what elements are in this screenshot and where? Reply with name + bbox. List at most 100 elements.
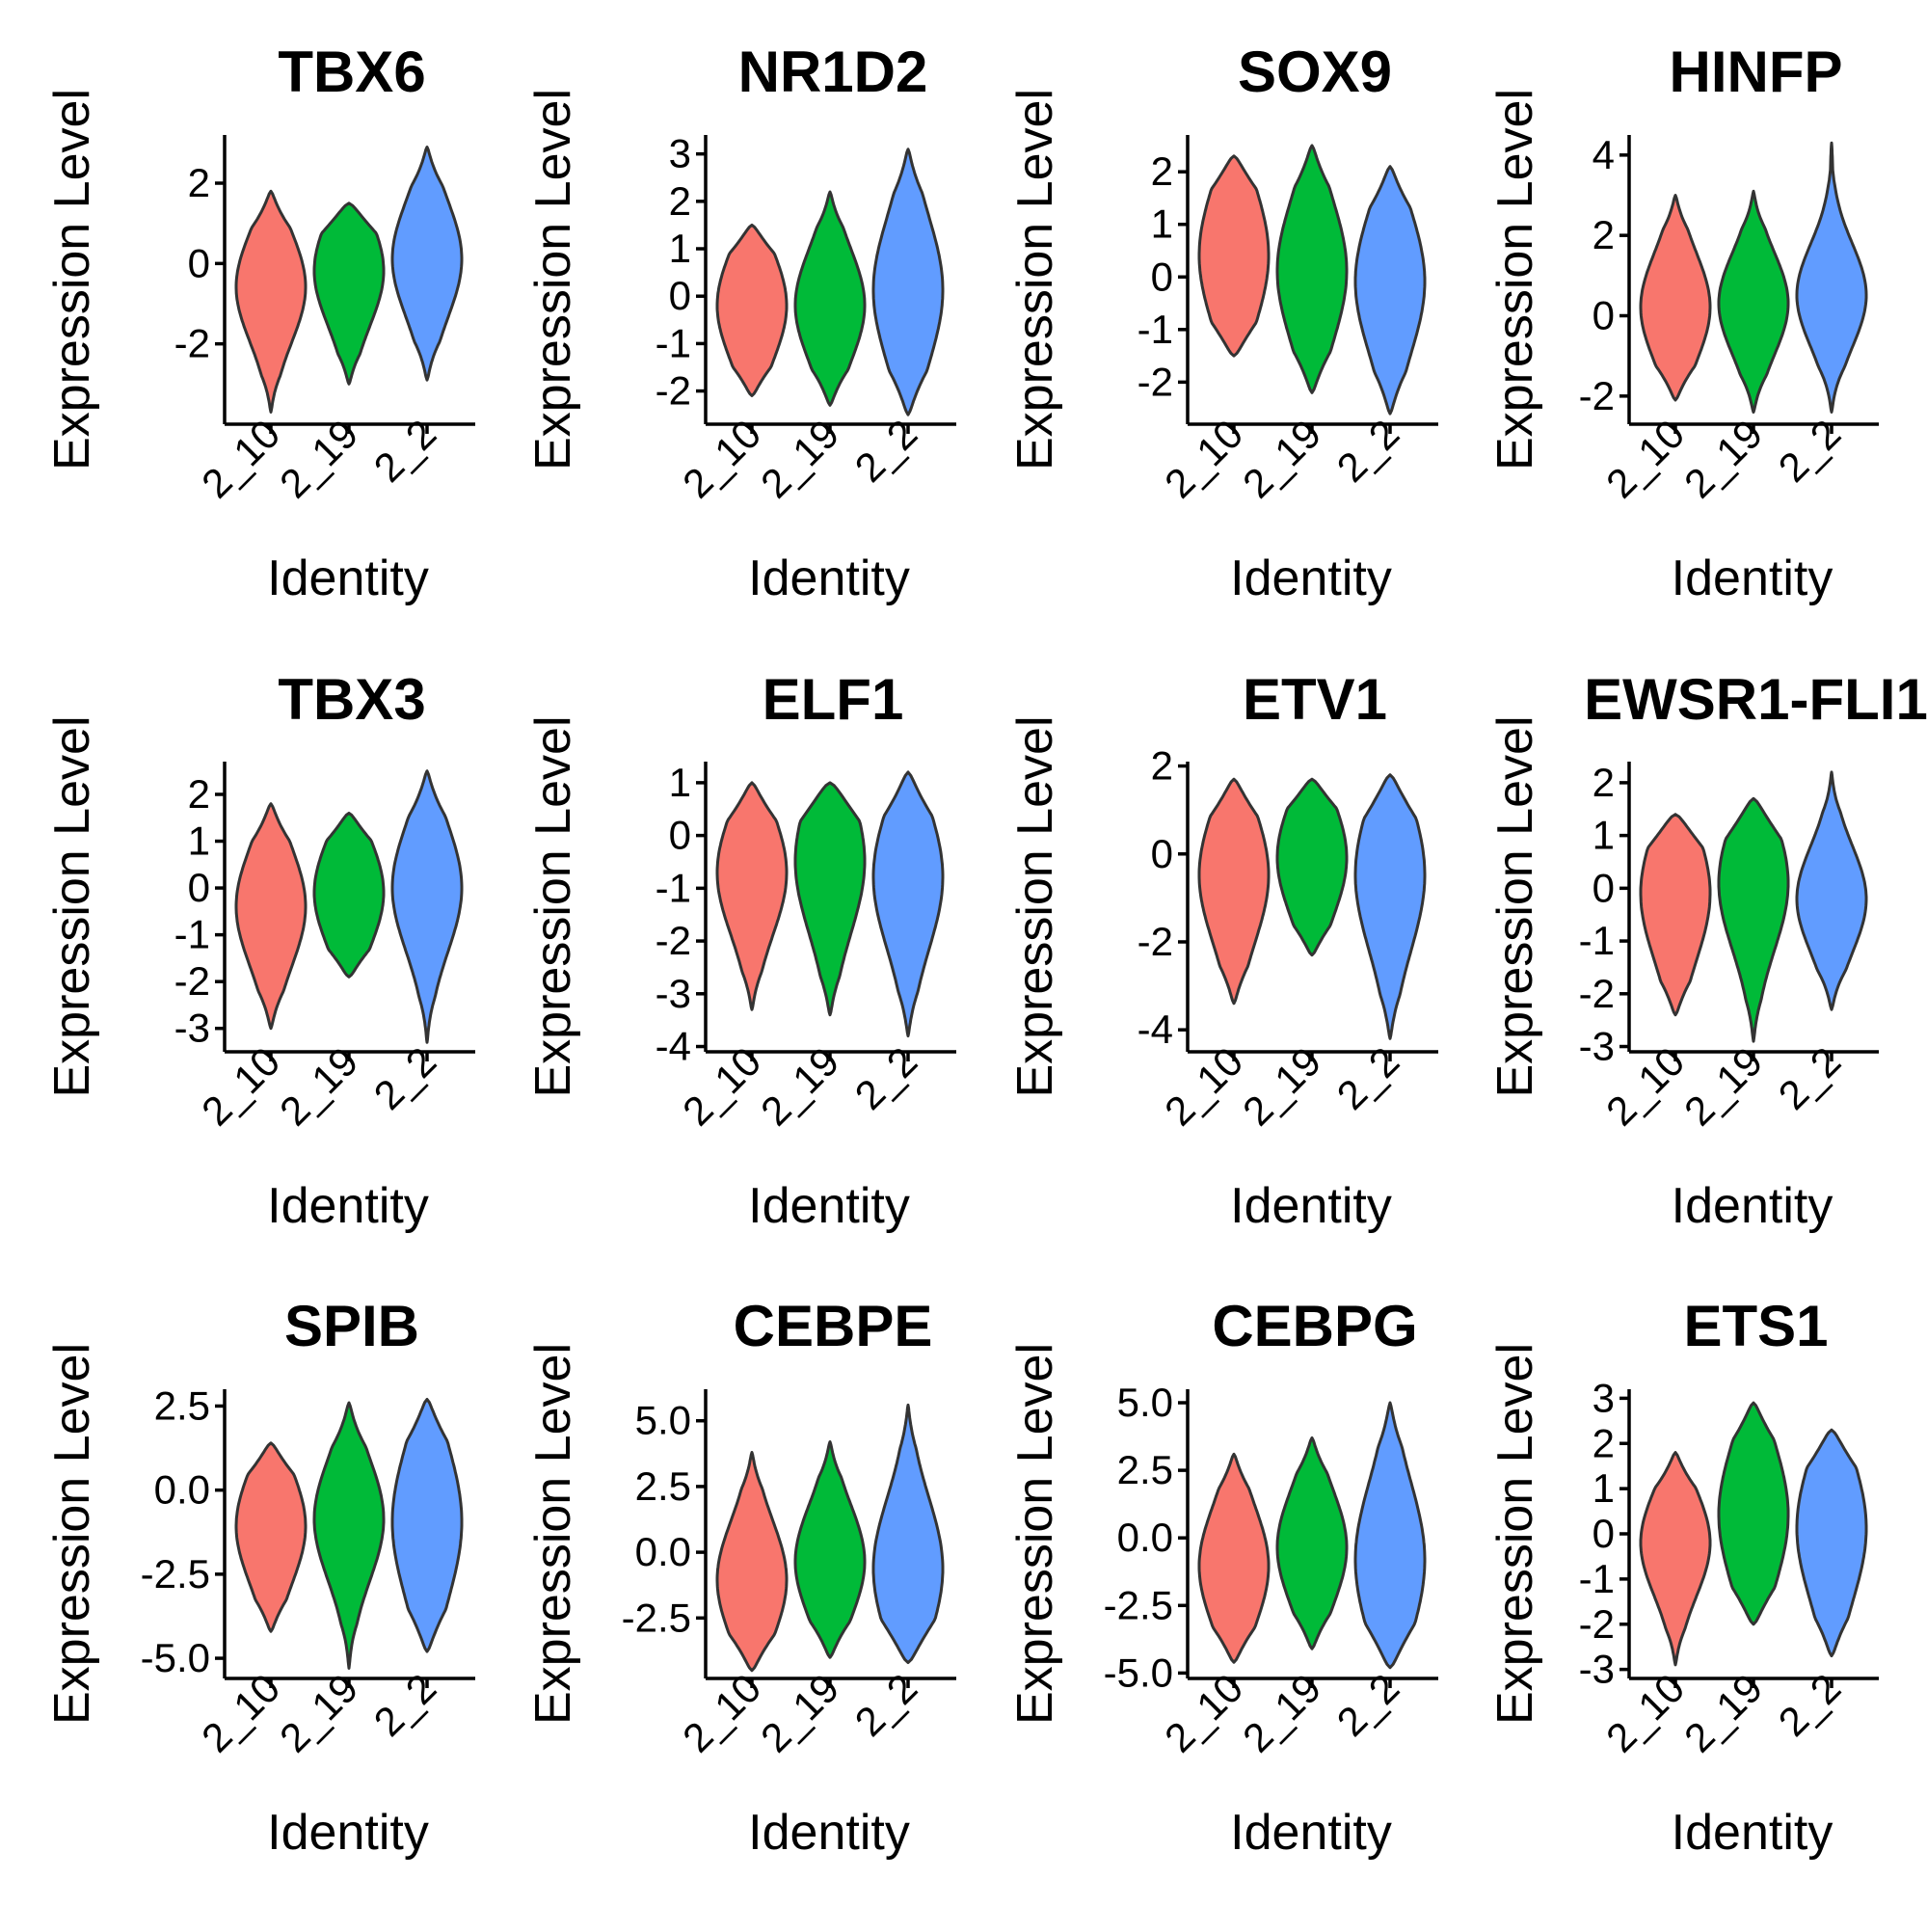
y-tick-label: 0.0 [635, 1529, 691, 1574]
y-tick-label: -1 [1579, 1556, 1615, 1601]
violin-2-2 [1353, 165, 1427, 416]
y-axis-title: Expression Level [1007, 89, 1063, 470]
violin-2-2 [390, 146, 464, 382]
violin-2-2 [1353, 1401, 1427, 1670]
y-tick-label: 2 [188, 771, 210, 817]
y-tick-label: 2 [1592, 212, 1615, 257]
x-axis-title: Identity [1230, 1805, 1392, 1861]
violin-2-19 [793, 1440, 867, 1659]
panel-title: HINFP [1670, 40, 1843, 104]
y-tick-label: -3 [1579, 1024, 1615, 1069]
y-tick-label: 0 [1151, 254, 1173, 299]
x-axis-title: Identity [1672, 550, 1833, 606]
y-axis-title: Expression Level [1007, 716, 1063, 1098]
y-tick-label: -1 [656, 320, 691, 365]
y-tick-label: 0 [188, 240, 210, 285]
y-tick-label: -5.0 [1104, 1650, 1173, 1695]
violin-2-2 [390, 1398, 464, 1653]
panel-title: CEBPE [734, 1294, 933, 1358]
x-axis-title: Identity [267, 550, 429, 606]
y-tick-label: 2 [1592, 760, 1615, 805]
violin-2-2 [1795, 1428, 1868, 1658]
y-axis-title: Expression Level [525, 1343, 581, 1725]
panel-title: NR1D2 [738, 40, 928, 104]
y-tick-label: 2 [669, 178, 691, 224]
y-tick-label: 5.0 [635, 1398, 691, 1443]
y-tick-label: -2.5 [141, 1551, 210, 1597]
y-tick-label: 1 [1592, 813, 1615, 858]
x-axis-title: Identity [748, 1805, 910, 1861]
y-tick-label: 4 [1592, 132, 1615, 177]
y-tick-label: -1 [656, 865, 691, 910]
y-tick-label: 1 [1592, 1465, 1615, 1511]
y-tick-label: -1 [174, 912, 210, 957]
violin-2-2 [871, 1403, 945, 1665]
violin-2-2 [1795, 141, 1868, 414]
y-tick-label: -2 [1579, 1601, 1615, 1647]
y-tick-label: 1 [669, 760, 691, 805]
y-tick-label: -2 [1579, 971, 1615, 1016]
y-tick-label: -2 [174, 958, 210, 1004]
x-axis-title: Identity [1672, 1805, 1833, 1861]
violin-2-19 [312, 201, 386, 386]
y-axis-title: Expression Level [525, 89, 581, 470]
y-tick-label: 0.0 [154, 1467, 210, 1513]
y-axis-title: Expression Level [44, 716, 100, 1098]
panel-title: ELF1 [763, 667, 904, 732]
violin-2-10 [715, 1451, 789, 1673]
violin-2-19 [1275, 777, 1349, 957]
y-tick-label: 2.5 [1117, 1447, 1173, 1492]
violin-2-2 [871, 148, 945, 416]
y-tick-label: -2 [1137, 919, 1173, 964]
violin-2-10 [234, 802, 308, 1031]
y-axis-title: Expression Level [1487, 1343, 1543, 1725]
violin-2-10 [234, 189, 308, 414]
y-tick-label: -2 [1579, 373, 1615, 418]
panel-title: ETV1 [1243, 667, 1387, 732]
violin-2-2 [871, 770, 945, 1038]
y-tick-label: 0 [188, 865, 210, 910]
panel-title: CEBPG [1212, 1294, 1417, 1358]
violin-2-10 [1639, 813, 1712, 1017]
y-tick-label: 2 [1592, 1420, 1615, 1465]
y-axis-title: Expression Level [525, 716, 581, 1098]
panel-cebpg: CEBPG Expression Level Identity -5.0 -2.5 0.0… [1007, 1294, 1438, 1861]
violin-2-19 [793, 781, 867, 1017]
x-axis-title: Identity [748, 550, 910, 606]
x-axis-title: Identity [1672, 1178, 1833, 1234]
y-axis-title: Expression Level [1487, 89, 1543, 470]
y-axis-title: Expression Level [1487, 716, 1543, 1098]
violin-2-19 [312, 811, 386, 979]
violin-2-10 [1197, 154, 1271, 358]
violin-2-10 [1639, 1451, 1712, 1667]
y-tick-label: 5.0 [1117, 1380, 1173, 1425]
violin-2-10 [715, 223, 789, 397]
y-tick-label: 2 [188, 160, 210, 205]
y-tick-label: -2 [656, 368, 691, 414]
y-axis-title: Expression Level [44, 1343, 100, 1725]
panel-ewsr1-fli1: EWSR1-FLI1 Expression Level Identity -3 -2 -1… [1487, 667, 1927, 1234]
panel-title: SOX9 [1238, 40, 1392, 104]
y-tick-label: -4 [1137, 1006, 1173, 1052]
violin-2-10 [715, 781, 789, 1011]
violin-2-2 [1353, 773, 1427, 1040]
y-tick-label: -3 [1579, 1647, 1615, 1692]
violin-2-10 [1197, 777, 1271, 1006]
panel-title: TBX6 [278, 40, 425, 104]
x-axis-title: Identity [1230, 550, 1392, 606]
y-tick-label: -2.5 [622, 1595, 691, 1640]
x-axis-title: Identity [1230, 1178, 1392, 1234]
panel-title: TBX3 [278, 667, 425, 732]
y-tick-label: 0 [669, 813, 691, 858]
y-tick-label: -2 [174, 321, 210, 366]
x-axis-title: Identity [748, 1178, 910, 1234]
